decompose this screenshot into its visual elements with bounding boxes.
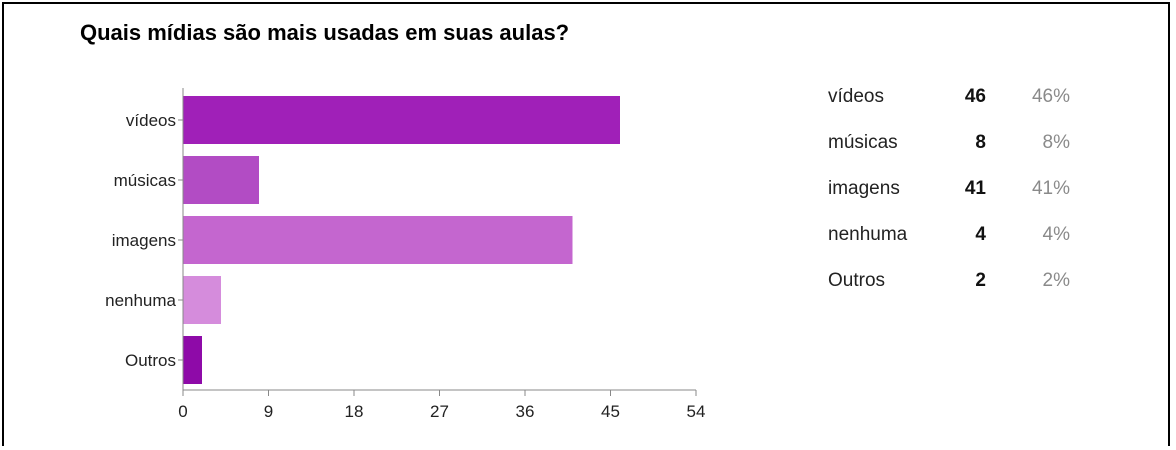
legend-percentage: 41% [1031,178,1070,199]
legend-count: 46 [964,86,986,107]
bar-4 [183,336,202,384]
legend-category: imagens [828,178,900,199]
x-tick-label: 36 [516,402,535,421]
category-label: Outros [125,351,176,370]
bar-1 [183,156,259,204]
chart-frame [2,2,1170,446]
legend-count: 8 [975,132,986,153]
legend-row: vídeos 46 46% [828,74,1070,120]
category-label: imagens [112,231,176,250]
bar-2 [183,216,573,264]
legend-percentage: 4% [1042,224,1070,245]
x-tick-label: 45 [601,402,620,421]
legend-percentage: 2% [1042,270,1070,291]
x-tick-label: 54 [687,402,706,421]
legend-percentage: 46% [1031,86,1070,107]
legend-category: nenhuma [828,224,908,245]
legend-row: Outros 2 2% [828,258,1070,304]
legend-table: vídeos 46 46% músicas 8 8% imagens 41 41% nenhuma… [828,74,1070,304]
legend-category: vídeos [828,86,884,107]
bar-3 [183,276,221,324]
legend-row: músicas 8 8% [828,120,1070,166]
legend-category: músicas [828,132,898,153]
legend-count: 41 [964,178,986,199]
legend-row: nenhuma 4 4% [828,212,1070,258]
legend-count: 4 [975,224,986,245]
x-tick-label: 27 [430,402,449,421]
bar-0 [183,96,620,144]
x-tick-label: 9 [264,402,273,421]
x-tick-label: 0 [178,402,187,421]
category-label: músicas [114,171,176,190]
category-label: vídeos [126,111,176,130]
legend-percentage: 8% [1042,132,1070,153]
chart-title: Quais mídias são mais usadas em suas aul… [80,20,570,45]
legend-count: 2 [975,270,986,291]
category-label: nenhuma [105,291,176,310]
legend-row: imagens 41 41% [828,166,1070,212]
legend-category: Outros [828,270,886,291]
x-tick-label: 18 [345,402,364,421]
